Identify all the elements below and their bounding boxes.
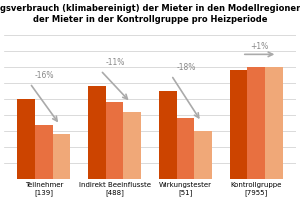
- Bar: [176, 118, 194, 200]
- Bar: [159, 91, 176, 200]
- Bar: [53, 134, 70, 200]
- Bar: [247, 67, 265, 200]
- Title: ungsverbrauch (klimabereinigt) der Mieter in den Modellregionen u
der Mieter in : ungsverbrauch (klimabereinigt) der Miete…: [0, 4, 300, 24]
- Bar: [194, 131, 212, 200]
- Bar: [35, 125, 53, 200]
- Bar: [17, 99, 35, 200]
- Bar: [265, 67, 283, 200]
- Text: -11%: -11%: [106, 58, 125, 67]
- Bar: [106, 102, 124, 200]
- Text: -16%: -16%: [35, 71, 54, 80]
- Bar: [230, 70, 247, 200]
- Text: +1%: +1%: [250, 42, 269, 51]
- Bar: [124, 112, 141, 200]
- Bar: [88, 86, 106, 200]
- Text: -18%: -18%: [176, 63, 196, 72]
